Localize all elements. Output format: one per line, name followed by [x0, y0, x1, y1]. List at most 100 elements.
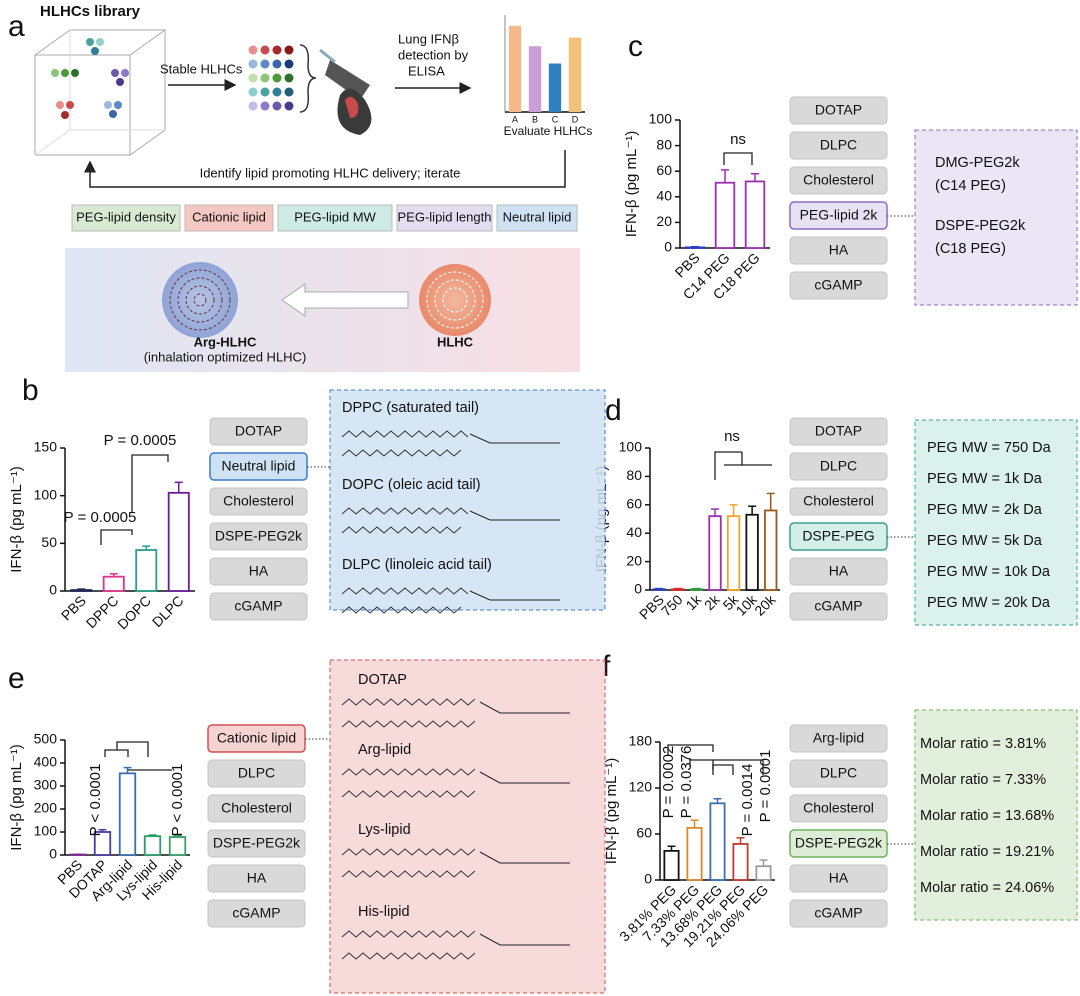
- component-box: [209, 487, 308, 516]
- bar: [167, 491, 190, 592]
- component-label: DLPC: [820, 458, 857, 474]
- component-box: [207, 899, 306, 928]
- component-label: Neutral lipid: [222, 458, 296, 474]
- significance-bracket: [116, 741, 149, 750]
- bar: [528, 46, 542, 112]
- panel-label: b: [22, 374, 39, 407]
- tag-label: PEG-lipid length: [398, 209, 492, 224]
- y-tick-label: 300: [34, 777, 58, 793]
- y-tick-label: 0: [644, 871, 652, 887]
- component-label: DSPE-PEG2k: [215, 528, 303, 544]
- error-bar: [691, 245, 699, 248]
- component-box: [789, 417, 888, 446]
- info-box: [914, 419, 1078, 626]
- component-box: [789, 96, 888, 125]
- component-label: cGAMP: [234, 598, 282, 614]
- component-box: [207, 864, 306, 893]
- step-label: Lung IFNβ: [398, 31, 459, 46]
- y-tick-label: 120: [629, 779, 653, 795]
- bar: [744, 180, 766, 249]
- y-tick-label: 50: [41, 534, 57, 550]
- bar: [745, 513, 759, 591]
- panel-label: a: [8, 10, 25, 43]
- component-box: [789, 592, 888, 621]
- y-axis-label: IFN-β (pg mL⁻¹): [603, 758, 620, 865]
- y-tick-label: 20: [626, 552, 642, 568]
- info-text: Molar ratio = 3.81%: [920, 736, 1046, 752]
- annotation: P = 0.0001: [757, 750, 774, 823]
- component-label: HA: [247, 870, 267, 886]
- x-tick-label: DOPC: [114, 592, 154, 632]
- component-label: DLPC: [820, 765, 857, 781]
- y-tick-label: 0: [634, 581, 642, 597]
- annotation: ns: [730, 131, 746, 148]
- bar: [755, 865, 772, 881]
- y-tick-label: 80: [656, 136, 672, 152]
- bar: [508, 25, 522, 112]
- bar: [663, 849, 680, 881]
- annotation: P < 0.0001: [169, 764, 186, 837]
- info-text: (C14 PEG): [935, 178, 1006, 194]
- y-tick-label: 100: [619, 439, 643, 455]
- component-label: DSPE-PEG2k: [213, 835, 301, 851]
- x-tick-label: D: [572, 114, 579, 124]
- y-tick-label: 100: [34, 486, 58, 502]
- y-tick-label: 200: [34, 800, 58, 816]
- y-tick-label: 0: [664, 239, 672, 255]
- info-box: [914, 129, 1078, 306]
- component-box: [789, 236, 888, 265]
- info-text: (C18 PEG): [935, 241, 1006, 257]
- tag-box: [71, 204, 181, 232]
- cube: [33, 29, 167, 156]
- x-tick-label: A: [512, 114, 518, 124]
- component-label: cGAMP: [814, 277, 862, 293]
- component-label: Cholesterol: [803, 800, 874, 816]
- info-text: DOTAP: [358, 672, 407, 688]
- error-bar: [109, 573, 118, 577]
- tag-label: Cationic lipid: [192, 209, 266, 224]
- lipid-structure: [479, 933, 570, 946]
- particle-label: Arg-HLHC: [194, 334, 257, 349]
- info-text: PEG MW = 1k Da: [927, 471, 1043, 487]
- bar: [652, 588, 666, 591]
- bar: [671, 588, 685, 591]
- lipid-structure: [341, 606, 462, 614]
- component-label: cGAMP: [232, 905, 280, 921]
- lipid-structure: [479, 701, 570, 714]
- y-tick-label: 20: [656, 213, 672, 229]
- component-box: [789, 759, 888, 788]
- component-label: PEG-lipid 2k: [800, 207, 879, 223]
- x-tick-label: B: [532, 114, 538, 124]
- component-box: [209, 557, 308, 586]
- y-axis-label: IFN-β (pg mL⁻¹): [8, 744, 25, 851]
- lipid-structure: [479, 851, 570, 864]
- error-bar: [748, 505, 757, 515]
- particle-label: (inhalation optimized HLHC): [144, 349, 307, 364]
- x-tick-label: 20k: [751, 591, 779, 619]
- y-tick-label: 180: [629, 733, 653, 749]
- bar: [732, 843, 749, 881]
- tag-box: [396, 204, 493, 232]
- annotation: P = 0.0014: [739, 764, 756, 837]
- significance-bracket: [723, 152, 753, 165]
- lipid-structure: [341, 449, 462, 457]
- arg-hlhc-particle: [162, 262, 238, 338]
- info-box: [329, 389, 606, 611]
- component-label: DLPC: [238, 765, 275, 781]
- lipid-structure: [469, 510, 560, 521]
- info-text: PEG MW = 2k Da: [927, 502, 1043, 518]
- component-label: Cholesterol: [803, 172, 874, 188]
- info-text: DLPC (linoleic acid tail): [342, 557, 492, 573]
- info-text: Molar ratio = 19.21%: [920, 844, 1054, 860]
- lipid-structure: [341, 720, 476, 728]
- significance-bracket: [712, 759, 764, 775]
- significance-bracket: [667, 744, 714, 755]
- schematic: HLHCs library Stable HLHCs Lung IFNβ det…: [33, 3, 580, 372]
- bar: [118, 772, 137, 856]
- cube-back: [34, 30, 165, 156]
- info-text: Molar ratio = 24.06%: [920, 880, 1054, 896]
- hlhc-particle: [419, 264, 491, 336]
- info-text: PEG MW = 750 Da: [927, 440, 1052, 456]
- error-bar: [736, 837, 745, 844]
- arrow: [281, 283, 409, 317]
